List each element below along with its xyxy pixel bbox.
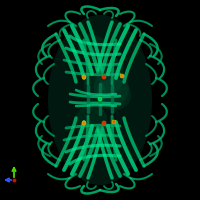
Ellipse shape [101,126,119,148]
Ellipse shape [94,69,129,106]
Circle shape [98,97,102,101]
Circle shape [82,75,86,79]
Ellipse shape [84,71,106,106]
Circle shape [112,120,116,124]
Ellipse shape [48,15,152,185]
Ellipse shape [75,104,107,140]
Circle shape [82,121,86,125]
Circle shape [102,75,106,79]
Circle shape [102,121,106,125]
Ellipse shape [96,78,131,110]
Ellipse shape [77,35,107,57]
Ellipse shape [75,125,98,156]
Ellipse shape [101,58,124,95]
Circle shape [120,74,124,78]
